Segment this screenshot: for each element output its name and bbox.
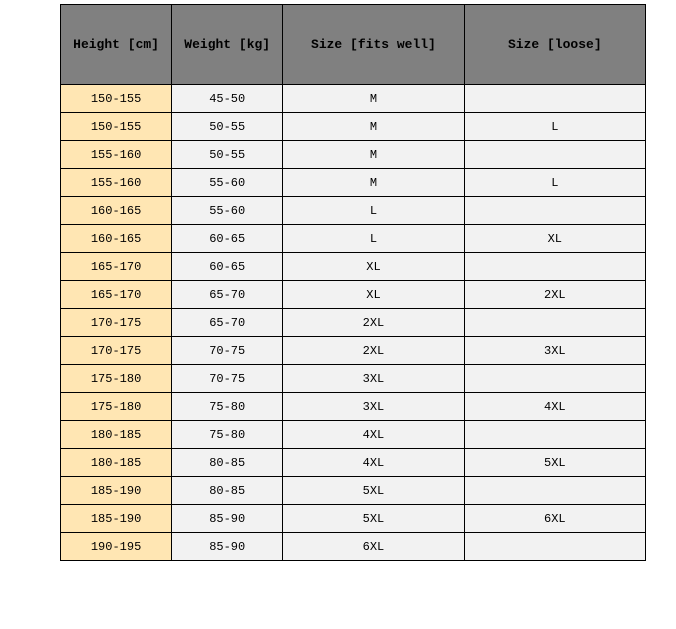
- table-row: 155-16055-60ML: [61, 169, 646, 197]
- cell-weight: 50-55: [172, 113, 283, 141]
- cell-weight: 70-75: [172, 337, 283, 365]
- cell-size-loose: [464, 421, 645, 449]
- cell-weight: 85-90: [172, 505, 283, 533]
- table-row: 150-15550-55ML: [61, 113, 646, 141]
- cell-weight: 80-85: [172, 449, 283, 477]
- table-header-row: Height [cm] Weight [kg] Size [fits well]…: [61, 5, 646, 85]
- cell-size-loose: [464, 309, 645, 337]
- cell-size-loose: 6XL: [464, 505, 645, 533]
- table-row: 155-16050-55M: [61, 141, 646, 169]
- table-row: 165-17065-70XL2XL: [61, 281, 646, 309]
- cell-size-loose: 2XL: [464, 281, 645, 309]
- cell-size-fit: 4XL: [283, 449, 464, 477]
- cell-size-loose: [464, 533, 645, 561]
- cell-size-fit: M: [283, 169, 464, 197]
- table-row: 170-17570-752XL3XL: [61, 337, 646, 365]
- cell-height: 180-185: [61, 421, 172, 449]
- table-row: 170-17565-702XL: [61, 309, 646, 337]
- cell-weight: 60-65: [172, 253, 283, 281]
- cell-height: 170-175: [61, 309, 172, 337]
- cell-size-fit: L: [283, 225, 464, 253]
- cell-weight: 50-55: [172, 141, 283, 169]
- cell-height: 155-160: [61, 169, 172, 197]
- cell-height: 155-160: [61, 141, 172, 169]
- cell-weight: 80-85: [172, 477, 283, 505]
- cell-size-fit: 5XL: [283, 505, 464, 533]
- cell-weight: 65-70: [172, 281, 283, 309]
- cell-size-loose: [464, 253, 645, 281]
- cell-height: 170-175: [61, 337, 172, 365]
- cell-size-fit: 4XL: [283, 421, 464, 449]
- table-row: 150-15545-50M: [61, 85, 646, 113]
- table-body: 150-15545-50M150-15550-55ML155-16050-55M…: [61, 85, 646, 561]
- cell-height: 175-180: [61, 365, 172, 393]
- cell-height: 150-155: [61, 113, 172, 141]
- cell-size-loose: XL: [464, 225, 645, 253]
- cell-height: 180-185: [61, 449, 172, 477]
- cell-height: 165-170: [61, 281, 172, 309]
- cell-size-fit: XL: [283, 281, 464, 309]
- cell-size-fit: 6XL: [283, 533, 464, 561]
- col-header-weight: Weight [kg]: [172, 5, 283, 85]
- cell-size-fit: 3XL: [283, 365, 464, 393]
- size-chart-table: Height [cm] Weight [kg] Size [fits well]…: [60, 4, 646, 561]
- cell-size-loose: [464, 141, 645, 169]
- size-chart-container: Height [cm] Weight [kg] Size [fits well]…: [0, 0, 676, 571]
- cell-size-loose: [464, 365, 645, 393]
- cell-height: 165-170: [61, 253, 172, 281]
- cell-height: 185-190: [61, 477, 172, 505]
- cell-size-fit: XL: [283, 253, 464, 281]
- cell-size-loose: L: [464, 169, 645, 197]
- table-row: 180-18575-804XL: [61, 421, 646, 449]
- table-row: 185-19085-905XL6XL: [61, 505, 646, 533]
- cell-size-fit: 2XL: [283, 309, 464, 337]
- cell-height: 175-180: [61, 393, 172, 421]
- table-row: 160-16555-60L: [61, 197, 646, 225]
- cell-size-fit: L: [283, 197, 464, 225]
- col-header-size-loose: Size [loose]: [464, 5, 645, 85]
- cell-size-fit: M: [283, 113, 464, 141]
- cell-size-loose: [464, 85, 645, 113]
- cell-size-loose: 5XL: [464, 449, 645, 477]
- cell-weight: 55-60: [172, 169, 283, 197]
- cell-weight: 85-90: [172, 533, 283, 561]
- cell-size-loose: [464, 197, 645, 225]
- table-row: 180-18580-854XL5XL: [61, 449, 646, 477]
- table-row: 175-18070-753XL: [61, 365, 646, 393]
- cell-weight: 70-75: [172, 365, 283, 393]
- cell-size-loose: 3XL: [464, 337, 645, 365]
- cell-height: 160-165: [61, 197, 172, 225]
- cell-size-fit: 2XL: [283, 337, 464, 365]
- table-row: 160-16560-65LXL: [61, 225, 646, 253]
- cell-size-fit: M: [283, 85, 464, 113]
- cell-size-loose: L: [464, 113, 645, 141]
- table-row: 190-19585-906XL: [61, 533, 646, 561]
- cell-weight: 75-80: [172, 421, 283, 449]
- table-row: 175-18075-803XL4XL: [61, 393, 646, 421]
- cell-weight: 75-80: [172, 393, 283, 421]
- cell-size-fit: 5XL: [283, 477, 464, 505]
- cell-weight: 55-60: [172, 197, 283, 225]
- table-row: 165-17060-65XL: [61, 253, 646, 281]
- cell-size-fit: M: [283, 141, 464, 169]
- cell-height: 185-190: [61, 505, 172, 533]
- cell-height: 150-155: [61, 85, 172, 113]
- cell-height: 160-165: [61, 225, 172, 253]
- cell-weight: 65-70: [172, 309, 283, 337]
- cell-size-fit: 3XL: [283, 393, 464, 421]
- cell-weight: 45-50: [172, 85, 283, 113]
- cell-size-loose: [464, 477, 645, 505]
- cell-size-loose: 4XL: [464, 393, 645, 421]
- col-header-size-fit: Size [fits well]: [283, 5, 464, 85]
- cell-height: 190-195: [61, 533, 172, 561]
- col-header-height: Height [cm]: [61, 5, 172, 85]
- table-row: 185-19080-855XL: [61, 477, 646, 505]
- cell-weight: 60-65: [172, 225, 283, 253]
